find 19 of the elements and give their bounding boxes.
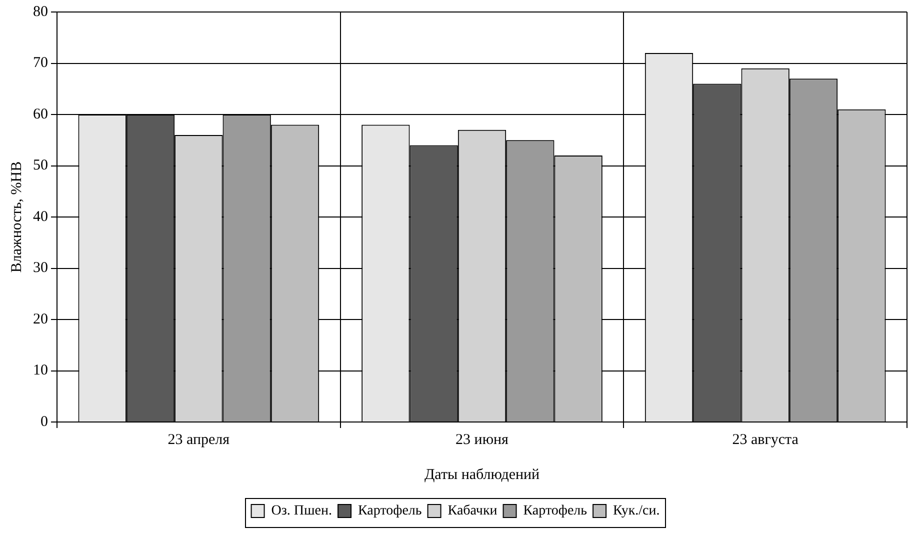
legend-label: Кук./си.	[613, 504, 660, 519]
y-tick-label: 10	[33, 362, 48, 379]
y-tick-label: 40	[33, 208, 48, 225]
legend-label: Кабачки	[448, 504, 498, 519]
y-tick-label: 70	[33, 55, 48, 72]
x-tick-label: 23 июня	[456, 432, 509, 448]
x-axis-title: Даты наблюдений	[424, 466, 540, 483]
x-tick-label: 23 апреля	[168, 432, 230, 448]
legend-label: Оз. Пшен.	[271, 504, 332, 519]
x-tick-label: 23 августа	[732, 432, 799, 448]
legend-label: Картофель	[358, 504, 422, 519]
legend-label: Картофель	[523, 504, 588, 519]
y-axis-title: Влажность, %НВ	[8, 161, 25, 273]
y-tick-label: 60	[33, 106, 48, 122]
y-tick-label: 80	[33, 4, 48, 20]
y-tick-label: 50	[33, 158, 48, 174]
y-tick-label: 20	[33, 311, 48, 328]
y-tick-label: 0	[40, 414, 48, 430]
y-tick-label: 30	[33, 260, 48, 276]
